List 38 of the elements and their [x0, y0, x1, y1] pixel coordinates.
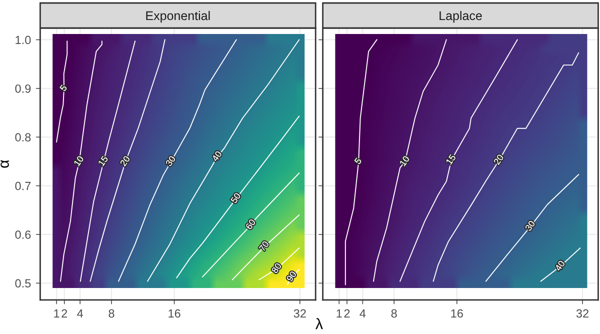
text: 50: [230, 192, 241, 204]
y-tick-label: 0.5: [15, 279, 31, 288]
text: 40: [554, 260, 566, 272]
y-axis-title: α: [0, 160, 9, 168]
line-series: [90, 39, 166, 282]
text: 30: [524, 220, 536, 232]
x-tick-label: 1: [54, 309, 60, 318]
y-tick-label: 1.0: [16, 36, 31, 44]
text: 15: [98, 155, 108, 166]
x-tick-label: 16: [451, 309, 463, 318]
text: 15: [446, 154, 456, 165]
x-tick-label: 16: [168, 309, 180, 318]
chart-title: Laplace: [440, 10, 482, 23]
x-tick-label: 8: [108, 309, 114, 318]
x-tick-label: 4: [77, 309, 84, 318]
text: 5: [354, 157, 362, 165]
y-tick-label: 0.9: [15, 84, 31, 93]
x-tick-label: 32: [576, 309, 588, 318]
text: 5: [60, 84, 68, 92]
y-tick-label: 0.7: [15, 182, 31, 190]
x-tick-label: 2: [62, 309, 68, 318]
chart-title: Exponential: [146, 10, 210, 23]
x-tick-label: 8: [391, 309, 397, 318]
line-series: [147, 39, 300, 282]
x-tick-label: 2: [344, 309, 350, 318]
y-tick-label: 0.6: [15, 230, 31, 239]
x-tick-label: 1: [336, 309, 342, 318]
x-axis-title: λ: [315, 318, 323, 330]
x-tick-label: 32: [294, 309, 306, 318]
text: 20: [120, 155, 130, 167]
text: 70: [258, 240, 270, 252]
text: 10: [399, 155, 410, 166]
x-tick-label: 4: [360, 309, 366, 318]
line-series: [56, 40, 68, 142]
y-tick-label: 0.8: [15, 133, 31, 142]
text: 20: [493, 154, 504, 166]
text: 90: [286, 270, 297, 282]
text: 30: [165, 155, 176, 167]
